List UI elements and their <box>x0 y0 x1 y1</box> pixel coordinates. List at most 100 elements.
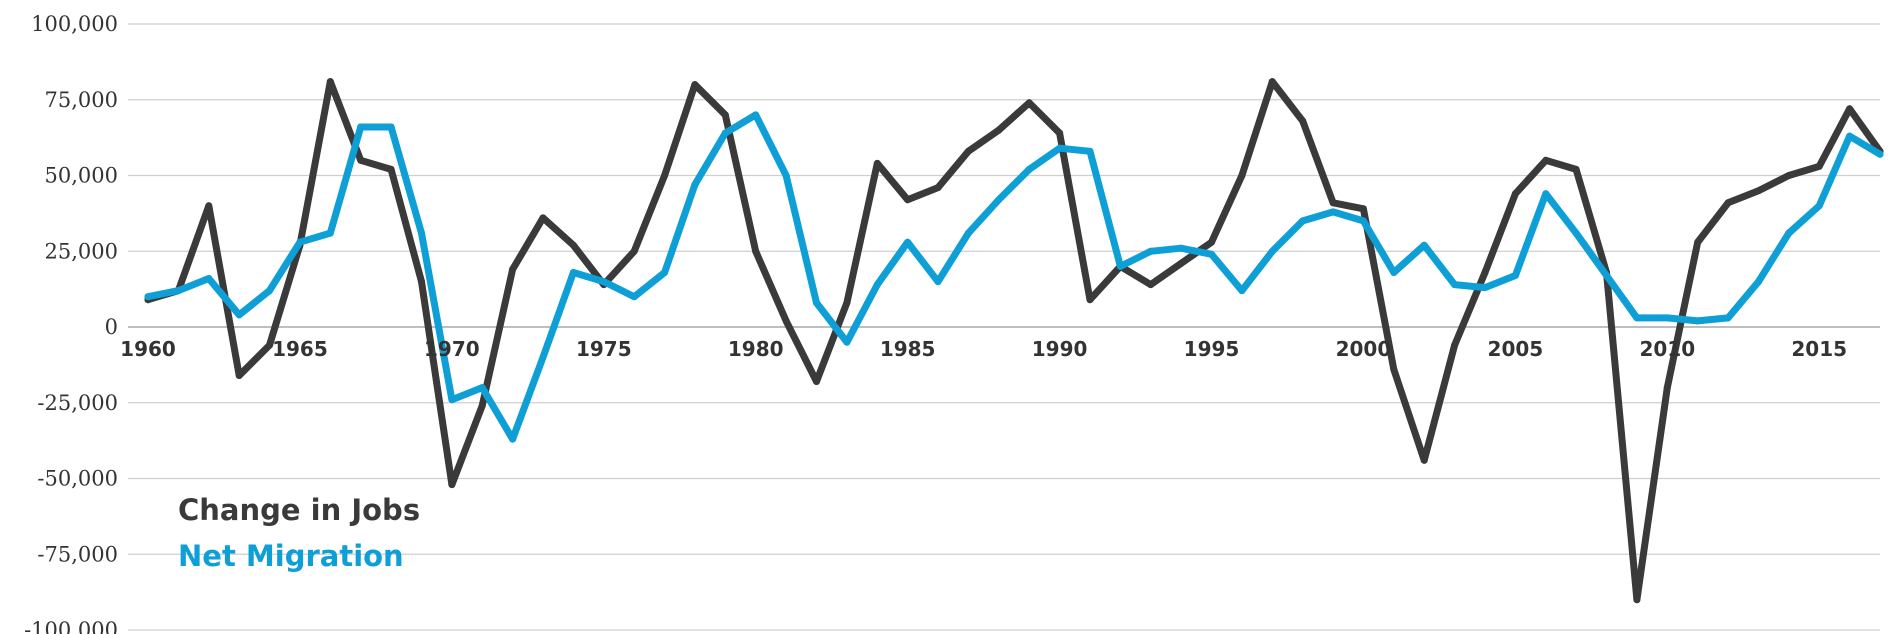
data-point <box>1329 208 1337 216</box>
data-point <box>326 78 334 86</box>
y-tick-label: -75,000 <box>37 542 118 566</box>
x-tick-label: 1980 <box>728 337 784 361</box>
data-point <box>509 265 517 273</box>
x-tick-label: 2010 <box>1639 337 1695 361</box>
data-point <box>1694 238 1702 246</box>
data-point <box>418 278 425 286</box>
data-point <box>1025 165 1033 173</box>
data-point <box>1785 172 1793 179</box>
data-point <box>1481 269 1489 276</box>
x-tick-label: 1960 <box>120 337 176 361</box>
data-point <box>235 372 243 379</box>
data-point <box>813 378 820 385</box>
data-point <box>630 247 638 255</box>
data-point <box>478 402 486 410</box>
data-point <box>691 81 699 89</box>
x-tick-label: 1975 <box>576 337 632 361</box>
data-point <box>813 299 820 307</box>
data-point <box>1025 99 1033 107</box>
data-point <box>1147 281 1155 289</box>
data-point <box>1086 147 1094 155</box>
y-tick-label: 0 <box>105 315 118 339</box>
data-point <box>1451 281 1459 289</box>
series-points <box>144 111 1884 443</box>
data-point <box>995 196 1003 204</box>
data-point <box>843 299 851 307</box>
x-tick-label: 1970 <box>424 337 480 361</box>
data-point <box>1663 314 1671 322</box>
gridlines <box>128 23 1880 631</box>
y-tick-label: 25,000 <box>45 239 118 263</box>
data-point <box>1481 284 1489 292</box>
data-point <box>1724 314 1732 322</box>
series-line-change-in-jobs <box>144 78 1884 604</box>
data-point <box>418 229 425 237</box>
data-point <box>1208 250 1215 258</box>
data-point <box>1451 341 1459 349</box>
data-point <box>1876 150 1884 158</box>
data-point <box>448 481 456 489</box>
data-point <box>1633 314 1641 322</box>
data-point <box>1390 269 1398 276</box>
data-point <box>964 147 972 155</box>
x-axis-ticks: 1960 1965 1970 1975 1980 1985 1990 1995 2000 2005… <box>120 337 1847 361</box>
data-point <box>1572 229 1580 237</box>
data-point <box>357 123 365 131</box>
x-tick-label: 1995 <box>1184 337 1240 361</box>
data-point <box>387 123 395 131</box>
data-point <box>934 184 942 192</box>
y-tick-label: 100,000 <box>31 12 118 36</box>
data-point <box>205 275 213 282</box>
y-tick-label: -25,000 <box>37 391 118 415</box>
data-point <box>661 269 669 276</box>
data-point <box>1846 105 1854 113</box>
data-point <box>266 341 273 349</box>
data-point <box>1755 187 1762 195</box>
data-point <box>1846 132 1854 140</box>
data-point <box>205 202 213 210</box>
data-point <box>1420 241 1428 249</box>
data-point <box>1694 317 1702 325</box>
data-point <box>1359 205 1367 213</box>
series-line-net-migration <box>144 111 1884 443</box>
data-point <box>1359 217 1367 225</box>
data-point <box>1329 199 1337 207</box>
data-point <box>1815 162 1823 170</box>
data-point <box>934 278 942 286</box>
data-point <box>509 435 517 443</box>
series-lines <box>144 78 1884 604</box>
data-point <box>1268 78 1276 86</box>
data-point <box>630 293 638 301</box>
data-point <box>964 229 972 237</box>
data-point <box>1755 278 1762 286</box>
data-point <box>1208 238 1215 246</box>
data-point <box>144 293 152 301</box>
data-point <box>478 384 486 392</box>
data-point <box>752 247 760 255</box>
data-point <box>1056 129 1064 137</box>
data-point <box>235 311 243 319</box>
data-point <box>1542 156 1550 164</box>
y-tick-label: 75,000 <box>45 88 118 112</box>
data-point <box>296 238 304 246</box>
data-point <box>1299 217 1307 225</box>
data-point <box>1420 456 1428 464</box>
data-point <box>1147 247 1155 255</box>
data-point <box>387 165 395 173</box>
data-point <box>1511 190 1519 198</box>
data-point <box>569 269 577 276</box>
data-point <box>600 278 608 286</box>
x-tick-label: 2015 <box>1791 337 1847 361</box>
x-tick-label: 1985 <box>880 337 936 361</box>
data-point <box>1238 287 1246 295</box>
data-point <box>904 238 912 246</box>
data-point <box>721 111 729 119</box>
data-point <box>1603 272 1610 279</box>
data-point <box>782 172 790 179</box>
x-tick-label: 1990 <box>1032 337 1088 361</box>
data-point <box>539 353 547 361</box>
legend-entry-change-in-jobs: Change in Jobs <box>178 493 420 527</box>
data-point <box>1511 272 1519 279</box>
data-point <box>1086 296 1094 304</box>
